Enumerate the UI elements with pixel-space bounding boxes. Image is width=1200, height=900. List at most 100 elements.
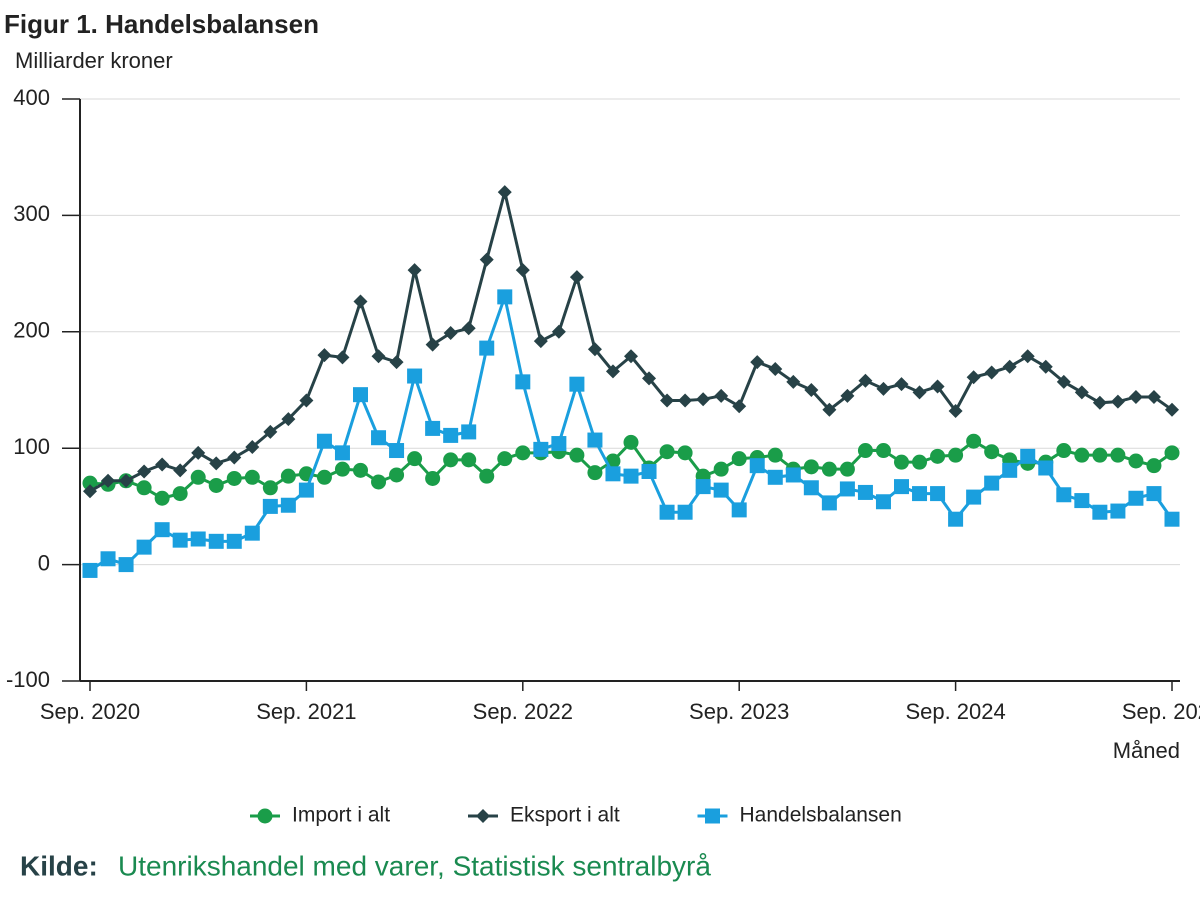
marker [569,270,584,285]
marker [244,525,260,541]
marker [605,466,621,482]
marker [515,263,530,278]
marker [731,451,747,467]
marker [714,388,729,403]
y-tick-label: 200 [13,318,50,343]
marker [695,479,711,495]
marker [587,342,602,357]
marker [353,462,368,478]
marker [930,379,945,394]
marker [316,433,332,449]
marker [605,364,620,379]
marker [1146,486,1162,502]
marker [371,474,387,490]
marker [533,334,548,349]
marker [262,498,278,514]
marker [750,355,765,370]
marker [984,365,999,380]
marker [984,444,1000,460]
marker [822,402,837,417]
marker [371,349,386,364]
marker [1092,395,1107,410]
marker [966,370,981,385]
marker [551,324,566,339]
marker [389,443,405,459]
marker [190,469,206,485]
marker [226,470,242,486]
marker [172,486,188,502]
marker [389,467,405,483]
marker [335,350,350,365]
x-axis-label: Måned [1113,738,1180,763]
legend-item: Eksport i alt [468,804,620,827]
marker [894,479,909,495]
marker [912,486,928,502]
marker [407,368,423,384]
marker [154,522,170,538]
marker [803,480,819,496]
marker [118,557,134,573]
marker [624,349,638,364]
marker [569,376,585,392]
marker [1074,447,1090,463]
marker [786,374,801,389]
x-tick-label: Sep. 2022 [473,699,573,724]
marker [209,456,224,471]
marker [677,445,693,461]
marker [461,321,476,336]
marker [533,441,549,457]
marker [731,502,747,518]
marker [876,381,891,396]
marker [804,383,819,397]
marker [767,469,783,485]
marker [1056,443,1072,459]
marker [479,252,494,267]
marker [1110,503,1126,519]
legend-label: Eksport i alt [510,804,620,827]
marker [208,477,224,493]
marker [1128,389,1143,404]
marker [1165,402,1179,417]
marker [966,489,982,505]
marker [280,497,296,513]
marker [83,484,97,499]
marker [948,403,963,418]
marker [479,468,495,484]
marker [334,461,350,477]
marker [461,424,477,440]
marker [1092,504,1108,520]
marker [407,263,422,278]
marker [154,490,170,506]
marker [443,452,459,468]
marker [136,539,152,555]
marker [677,504,693,520]
y-tick-label: 400 [13,85,50,110]
marker [768,362,783,377]
marker [659,504,675,520]
marker [623,468,639,484]
marker [1110,447,1126,463]
marker [407,451,423,467]
marker [1020,448,1036,464]
marker [642,371,657,386]
x-tick-label: Sep. 2021 [256,699,356,724]
marker [785,467,801,483]
marker [678,393,693,408]
marker [857,484,873,500]
x-tick-label: Sep. 2025 [1122,699,1200,724]
marker [894,377,909,392]
y-tick-label: -100 [6,667,50,692]
marker [226,533,242,549]
marker [497,451,513,467]
marker [443,325,458,340]
y-axis-label: Milliarder kroner [15,48,173,73]
marker [298,482,314,498]
marker [82,475,98,491]
chart-title: Figur 1. Handelsbalansen [4,9,319,39]
marker [912,454,928,470]
marker [1146,389,1161,404]
marker [280,468,296,484]
marker [1128,490,1144,506]
marker [425,470,441,486]
